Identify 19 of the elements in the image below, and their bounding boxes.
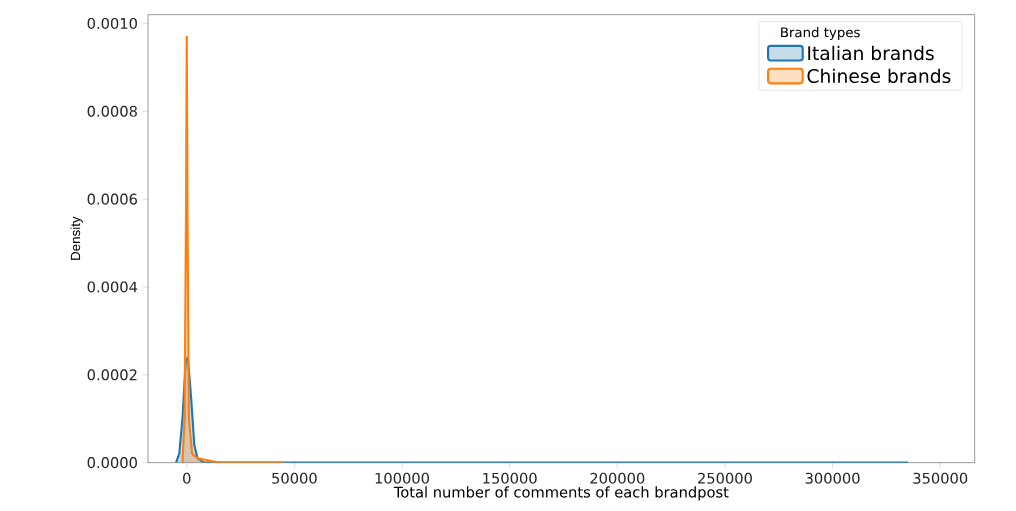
y-axis-title: Density — [70, 216, 83, 260]
legend-title: Brand types — [781, 27, 860, 41]
y-tick-label: 0.0004 — [87, 281, 138, 293]
x-axis-title: Total number of comments of each brandpost — [393, 486, 729, 501]
legend-label: Italian brands — [808, 45, 934, 61]
x-tick-label: 250000 — [698, 472, 752, 484]
x-tick-label: 200000 — [590, 472, 645, 484]
y-tick-label: 0.0006 — [87, 193, 138, 205]
y-tick-label: 0.0010 — [87, 18, 137, 30]
legend-label: Chinese brands — [807, 68, 951, 84]
x-tick-label: 300000 — [805, 472, 860, 484]
y-tick-label: 0.0002 — [87, 369, 137, 381]
x-tick-label: 0 — [183, 472, 191, 484]
x-tick-label: 150000 — [483, 472, 537, 484]
x-tick-label: 50000 — [272, 472, 317, 484]
y-tick-label: 0.0008 — [87, 105, 137, 118]
x-tick-label: 350000 — [913, 472, 968, 484]
y-tick-label: 0.0000 — [87, 457, 137, 469]
x-tick-label: 100000 — [375, 472, 430, 484]
